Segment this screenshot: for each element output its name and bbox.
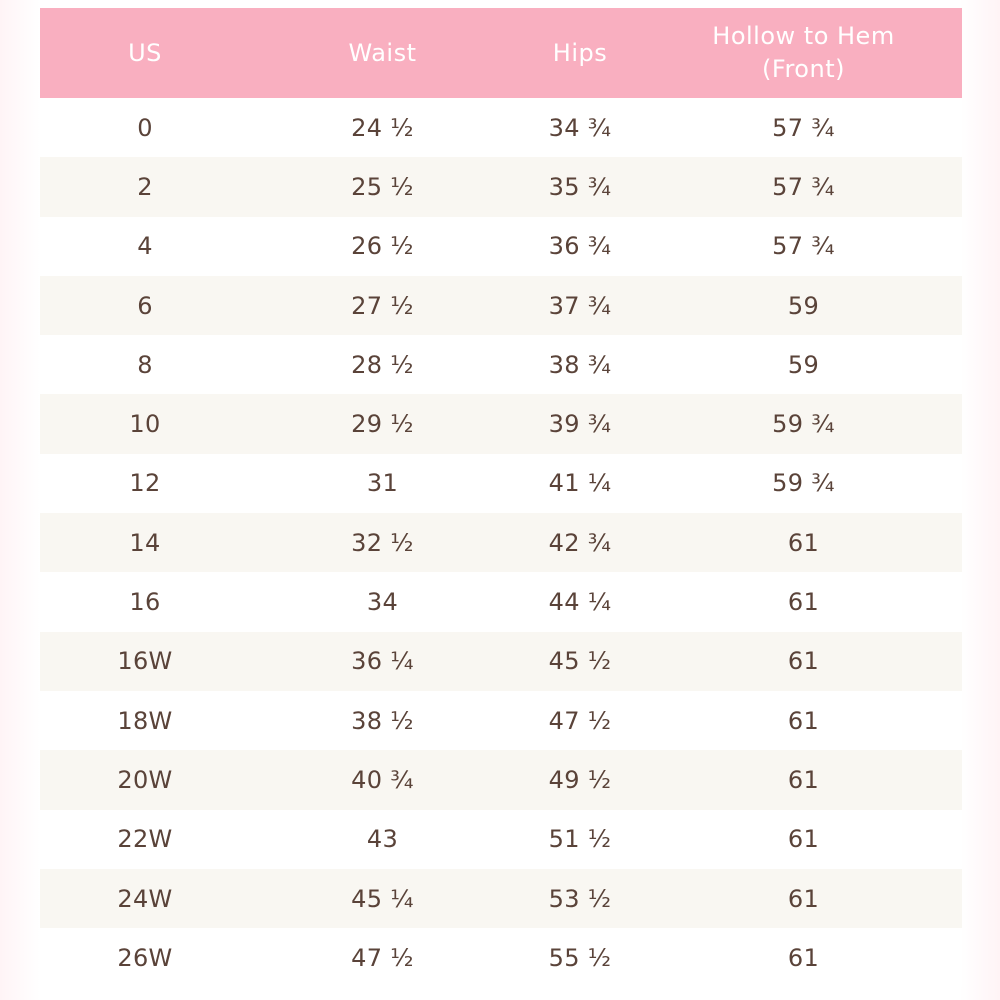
- cell-us-size: 24W: [117, 884, 173, 913]
- cell-waist: 45 ¼: [351, 884, 414, 913]
- cell-hollow-to-hem: 59: [787, 350, 820, 379]
- cell-hips: 38 ¾: [548, 350, 612, 379]
- cell-hips: 35 ¾: [548, 172, 612, 201]
- table-row: 12 31 41 ¼ 59 ¾: [40, 453, 962, 514]
- table-row: 16W 36 ¼ 45 ½ 61: [40, 631, 962, 691]
- cell-hips: 44 ¼: [548, 588, 612, 617]
- cell-us-size: 18W: [117, 706, 173, 735]
- right-edge-decoration: [960, 0, 1000, 1000]
- cell-hips: 36 ¾: [548, 232, 612, 261]
- table-row: 8 28 ½ 38 ¾ 59: [40, 335, 962, 395]
- left-edge-decoration: [0, 0, 40, 1000]
- cell-waist: 28 ½: [351, 350, 414, 379]
- cell-waist: 47 ½: [351, 943, 414, 972]
- cell-waist: 32 ½: [351, 528, 414, 557]
- cell-us-size: 22W: [117, 825, 173, 854]
- table-row: 22W 43 51 ½ 61: [40, 809, 962, 869]
- cell-us-size: 4: [137, 232, 153, 261]
- cell-us-size: 16: [129, 588, 161, 617]
- cell-waist: 29 ½: [351, 410, 414, 439]
- cell-hips: 34 ¾: [548, 113, 612, 142]
- cell-hips: 45 ½: [548, 647, 612, 676]
- cell-us-size: 6: [137, 291, 153, 320]
- cell-hollow-to-hem: 59 ¾: [772, 410, 835, 439]
- cell-us-size: 16W: [117, 647, 173, 676]
- table-row: 10 29 ½ 39 ¾ 59 ¾: [40, 394, 962, 454]
- cell-hips: 41 ¼: [548, 469, 612, 498]
- cell-hips: 37 ¾: [548, 291, 612, 320]
- cell-hollow-to-hem: 61: [787, 528, 820, 557]
- cell-hips: 42 ¾: [548, 528, 612, 557]
- table-row: 4 26 ½ 36 ¾ 57 ¾: [40, 216, 962, 276]
- cell-us-size: 10: [129, 410, 161, 439]
- table-body: 0 24 ½ 34 ¾ 57 ¾ 2 25 ½ 35 ¾ 57 ¾ 4 26 ½ 36 ¾ 57 ¾ 6…: [40, 98, 962, 988]
- cell-hips: 55 ½: [548, 943, 612, 972]
- cell-us-size: 20W: [117, 765, 173, 794]
- cell-us-size: 8: [137, 350, 153, 379]
- table-row: 24W 45 ¼ 53 ½ 61: [40, 868, 962, 929]
- cell-hips: 51 ½: [548, 825, 612, 854]
- cell-waist: 31: [366, 469, 399, 498]
- cell-hips: 53 ½: [548, 884, 612, 913]
- cell-hips: 49 ½: [548, 765, 612, 794]
- table-row: 14 32 ½ 42 ¾ 61: [40, 513, 962, 573]
- table-row: 20W 40 ¾ 49 ½ 61: [40, 750, 962, 810]
- cell-hips: 39 ¾: [548, 410, 612, 439]
- cell-waist: 36 ¼: [351, 647, 414, 676]
- cell-waist: 38 ½: [351, 706, 414, 735]
- cell-hips: 47 ½: [548, 706, 612, 735]
- table-row: 0 24 ½ 34 ¾ 57 ¾: [40, 98, 962, 158]
- cell-hollow-to-hem: 61: [787, 825, 820, 854]
- cell-waist: 40 ¾: [351, 765, 414, 794]
- table-header: US Waist Hips Hollow to Hem (Front): [40, 8, 962, 98]
- header-hollow-to-hem: Hollow to Hem (Front): [712, 22, 895, 83]
- cell-hollow-to-hem: 61: [787, 943, 820, 972]
- cell-hollow-to-hem: 61: [787, 588, 820, 617]
- table-row: 2 25 ½ 35 ¾ 57 ¾: [40, 157, 962, 217]
- cell-hollow-to-hem: 59 ¾: [772, 469, 835, 498]
- table-row: 6 27 ½ 37 ¾ 59: [40, 275, 962, 336]
- cell-waist: 26 ½: [351, 232, 414, 261]
- table-row: 16 34 44 ¼ 61: [40, 572, 962, 632]
- table-row: 26W 47 ½ 55 ½ 61: [40, 928, 962, 988]
- cell-hollow-to-hem: 61: [787, 647, 820, 676]
- cell-hollow-to-hem: 57 ¾: [772, 172, 835, 201]
- cell-us-size: 14: [129, 528, 161, 557]
- cell-waist: 34: [366, 588, 399, 617]
- cell-waist: 25 ½: [351, 172, 414, 201]
- table-row: 18W 38 ½ 47 ½ 61: [40, 690, 962, 751]
- cell-waist: 24 ½: [351, 113, 414, 142]
- cell-us-size: 2: [137, 172, 153, 201]
- header-waist: Waist: [348, 38, 417, 67]
- header-row: US Waist Hips Hollow to Hem (Front): [40, 8, 962, 98]
- cell-waist: 43: [366, 825, 399, 854]
- cell-us-size: 0: [137, 113, 153, 142]
- header-hips: Hips: [552, 38, 608, 67]
- cell-us-size: 12: [129, 469, 161, 498]
- cell-us-size: 26W: [117, 943, 173, 972]
- cell-hollow-to-hem: 57 ¾: [772, 232, 835, 261]
- cell-hollow-to-hem: 61: [787, 884, 820, 913]
- size-chart-table: US Waist Hips Hollow to Hem (Front) 0 24 …: [40, 8, 962, 988]
- cell-hollow-to-hem: 61: [787, 706, 820, 735]
- header-us: US: [128, 38, 162, 67]
- cell-hollow-to-hem: 59: [787, 291, 820, 320]
- cell-waist: 27 ½: [351, 291, 414, 320]
- cell-hollow-to-hem: 61: [787, 765, 820, 794]
- cell-hollow-to-hem: 57 ¾: [772, 113, 835, 142]
